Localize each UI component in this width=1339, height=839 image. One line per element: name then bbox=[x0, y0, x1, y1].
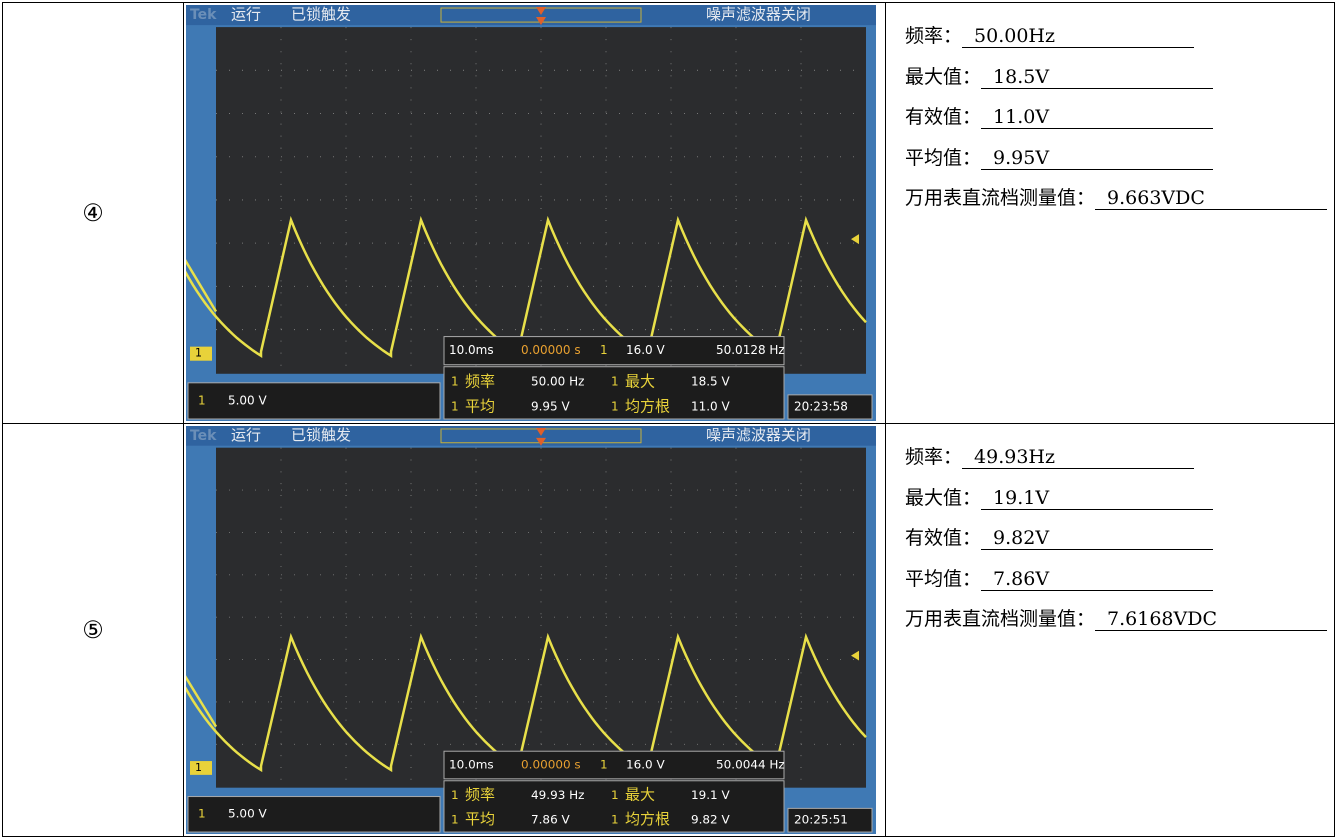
oscilloscope-photo: Tek 运行 已锁触发 噪声滤波器关闭 1 1 5.00 V 10.0ms 0.00000 s 1… bbox=[186, 426, 876, 834]
measurement-label: 最大值： bbox=[905, 66, 981, 88]
measurement-value: 9.663VDC bbox=[1095, 187, 1327, 210]
ch-marker-label: 1 bbox=[195, 761, 202, 774]
measurement-label: 有效值： bbox=[905, 527, 981, 549]
readout-name: 均方根 bbox=[625, 397, 670, 415]
readout-name: 均方根 bbox=[625, 810, 670, 828]
readout-value: 9.82 V bbox=[691, 813, 731, 827]
readout-name: 平均 bbox=[465, 810, 495, 828]
channel-scale: 5.00 V bbox=[228, 807, 268, 821]
measurement: 有效值：9.82V bbox=[905, 523, 1213, 550]
readout-name: 最大 bbox=[625, 786, 655, 804]
timebase: 10.0ms bbox=[449, 343, 494, 357]
readout-value: 11.0 V bbox=[691, 399, 730, 413]
measurement: 频率：50.00Hz bbox=[905, 21, 1194, 48]
measurement-label: 万用表直流档测量值： bbox=[905, 608, 1095, 630]
status: 运行 bbox=[231, 426, 261, 444]
measurement: 频率：49.93Hz bbox=[905, 442, 1194, 469]
measurement: 最大值：18.5V bbox=[905, 62, 1213, 89]
status: 运行 bbox=[231, 6, 261, 24]
trigger-freq: 50.0128 Hz bbox=[716, 343, 785, 357]
readout-value: 19.1 V bbox=[691, 788, 731, 802]
filter: 噪声滤波器关闭 bbox=[706, 426, 811, 444]
readout-value: 7.86 V bbox=[531, 813, 571, 827]
readout-ch: 1 bbox=[611, 788, 619, 802]
measurement-label: 平均值： bbox=[905, 568, 981, 590]
readout-ch: 1 bbox=[451, 788, 459, 802]
measurement-value: 9.95V bbox=[981, 147, 1213, 170]
trigger-state: 已锁触发 bbox=[291, 6, 351, 24]
ch-label: 1 bbox=[198, 393, 206, 407]
readout-name: 平均 bbox=[465, 397, 495, 415]
clock: 20:25:51 bbox=[794, 813, 848, 827]
measurement-value: 50.00Hz bbox=[962, 25, 1194, 48]
timebase: 10.0ms bbox=[449, 758, 494, 772]
readout-value: 49.93 Hz bbox=[531, 788, 584, 802]
clock: 20:23:58 bbox=[794, 399, 848, 413]
readout-name: 最大 bbox=[625, 372, 655, 390]
delay: 0.00000 s bbox=[521, 758, 581, 772]
measurement-label: 频率： bbox=[905, 446, 962, 468]
measurement-label: 频率： bbox=[905, 25, 962, 47]
readout-ch: 1 bbox=[451, 399, 459, 413]
label-cell: ⑤ bbox=[2, 423, 184, 837]
oscilloscope-photo: Tek 运行 已锁触发 噪声滤波器关闭 1 1 5.00 V 10.0ms 0.00000 s 1… bbox=[186, 5, 876, 421]
measurement-label: 最大值： bbox=[905, 487, 981, 509]
trigger-level: 16.0 V bbox=[626, 343, 665, 357]
measurement-value: 18.5V bbox=[981, 66, 1213, 89]
readout-value: 18.5 V bbox=[691, 374, 730, 388]
measurement-value: 7.86V bbox=[981, 568, 1213, 591]
trigger-state: 已锁触发 bbox=[291, 426, 351, 444]
readout-ch: 1 bbox=[451, 813, 459, 827]
readout-name: 频率 bbox=[465, 372, 495, 390]
row-label: ⑤ bbox=[82, 616, 104, 644]
measurement-value: 9.82V bbox=[981, 527, 1213, 550]
measurement-label: 有效值： bbox=[905, 106, 981, 128]
readout-ch: 1 bbox=[451, 374, 459, 388]
measurement-value: 7.6168VDC bbox=[1095, 608, 1327, 631]
trig-ch: 1 bbox=[600, 758, 608, 772]
readout-ch: 1 bbox=[611, 399, 619, 413]
trigger-level: 16.0 V bbox=[626, 758, 666, 772]
logo: Tek bbox=[190, 7, 217, 23]
logo: Tek bbox=[190, 428, 217, 444]
ch-label: 1 bbox=[198, 807, 206, 821]
trig-ch: 1 bbox=[600, 343, 608, 357]
measurement-value: 11.0V bbox=[981, 106, 1213, 129]
readout-value: 9.95 V bbox=[531, 399, 570, 413]
ch-marker-label: 1 bbox=[195, 347, 202, 360]
readout-name: 频率 bbox=[465, 786, 495, 804]
measurement: 万用表直流档测量值：7.6168VDC bbox=[905, 604, 1327, 631]
measurement: 万用表直流档测量值：9.663VDC bbox=[905, 183, 1327, 210]
readout-ch: 1 bbox=[611, 374, 619, 388]
measurement: 有效值：11.0V bbox=[905, 102, 1213, 129]
channel-scale: 5.00 V bbox=[228, 393, 267, 407]
row-label: ④ bbox=[82, 199, 104, 227]
measurement-value: 19.1V bbox=[981, 487, 1213, 510]
scale-box bbox=[188, 797, 440, 832]
measurement-value: 49.93Hz bbox=[962, 446, 1194, 469]
delay: 0.00000 s bbox=[521, 343, 581, 357]
label-cell: ④ bbox=[2, 2, 184, 424]
filter: 噪声滤波器关闭 bbox=[706, 6, 811, 24]
measurement-label: 平均值： bbox=[905, 147, 981, 169]
scale-box bbox=[188, 383, 440, 419]
page: ④频率：50.00Hz最大值：18.5V有效值：11.0V平均值：9.95V万用… bbox=[0, 0, 1339, 839]
measurement: 最大值：19.1V bbox=[905, 483, 1213, 510]
measurement-label: 万用表直流档测量值： bbox=[905, 187, 1095, 209]
readout-ch: 1 bbox=[611, 813, 619, 827]
readout-value: 50.00 Hz bbox=[531, 374, 584, 388]
measurement: 平均值：9.95V bbox=[905, 143, 1213, 170]
measurement: 平均值：7.86V bbox=[905, 564, 1213, 591]
trigger-freq: 50.0044 Hz bbox=[716, 758, 785, 772]
